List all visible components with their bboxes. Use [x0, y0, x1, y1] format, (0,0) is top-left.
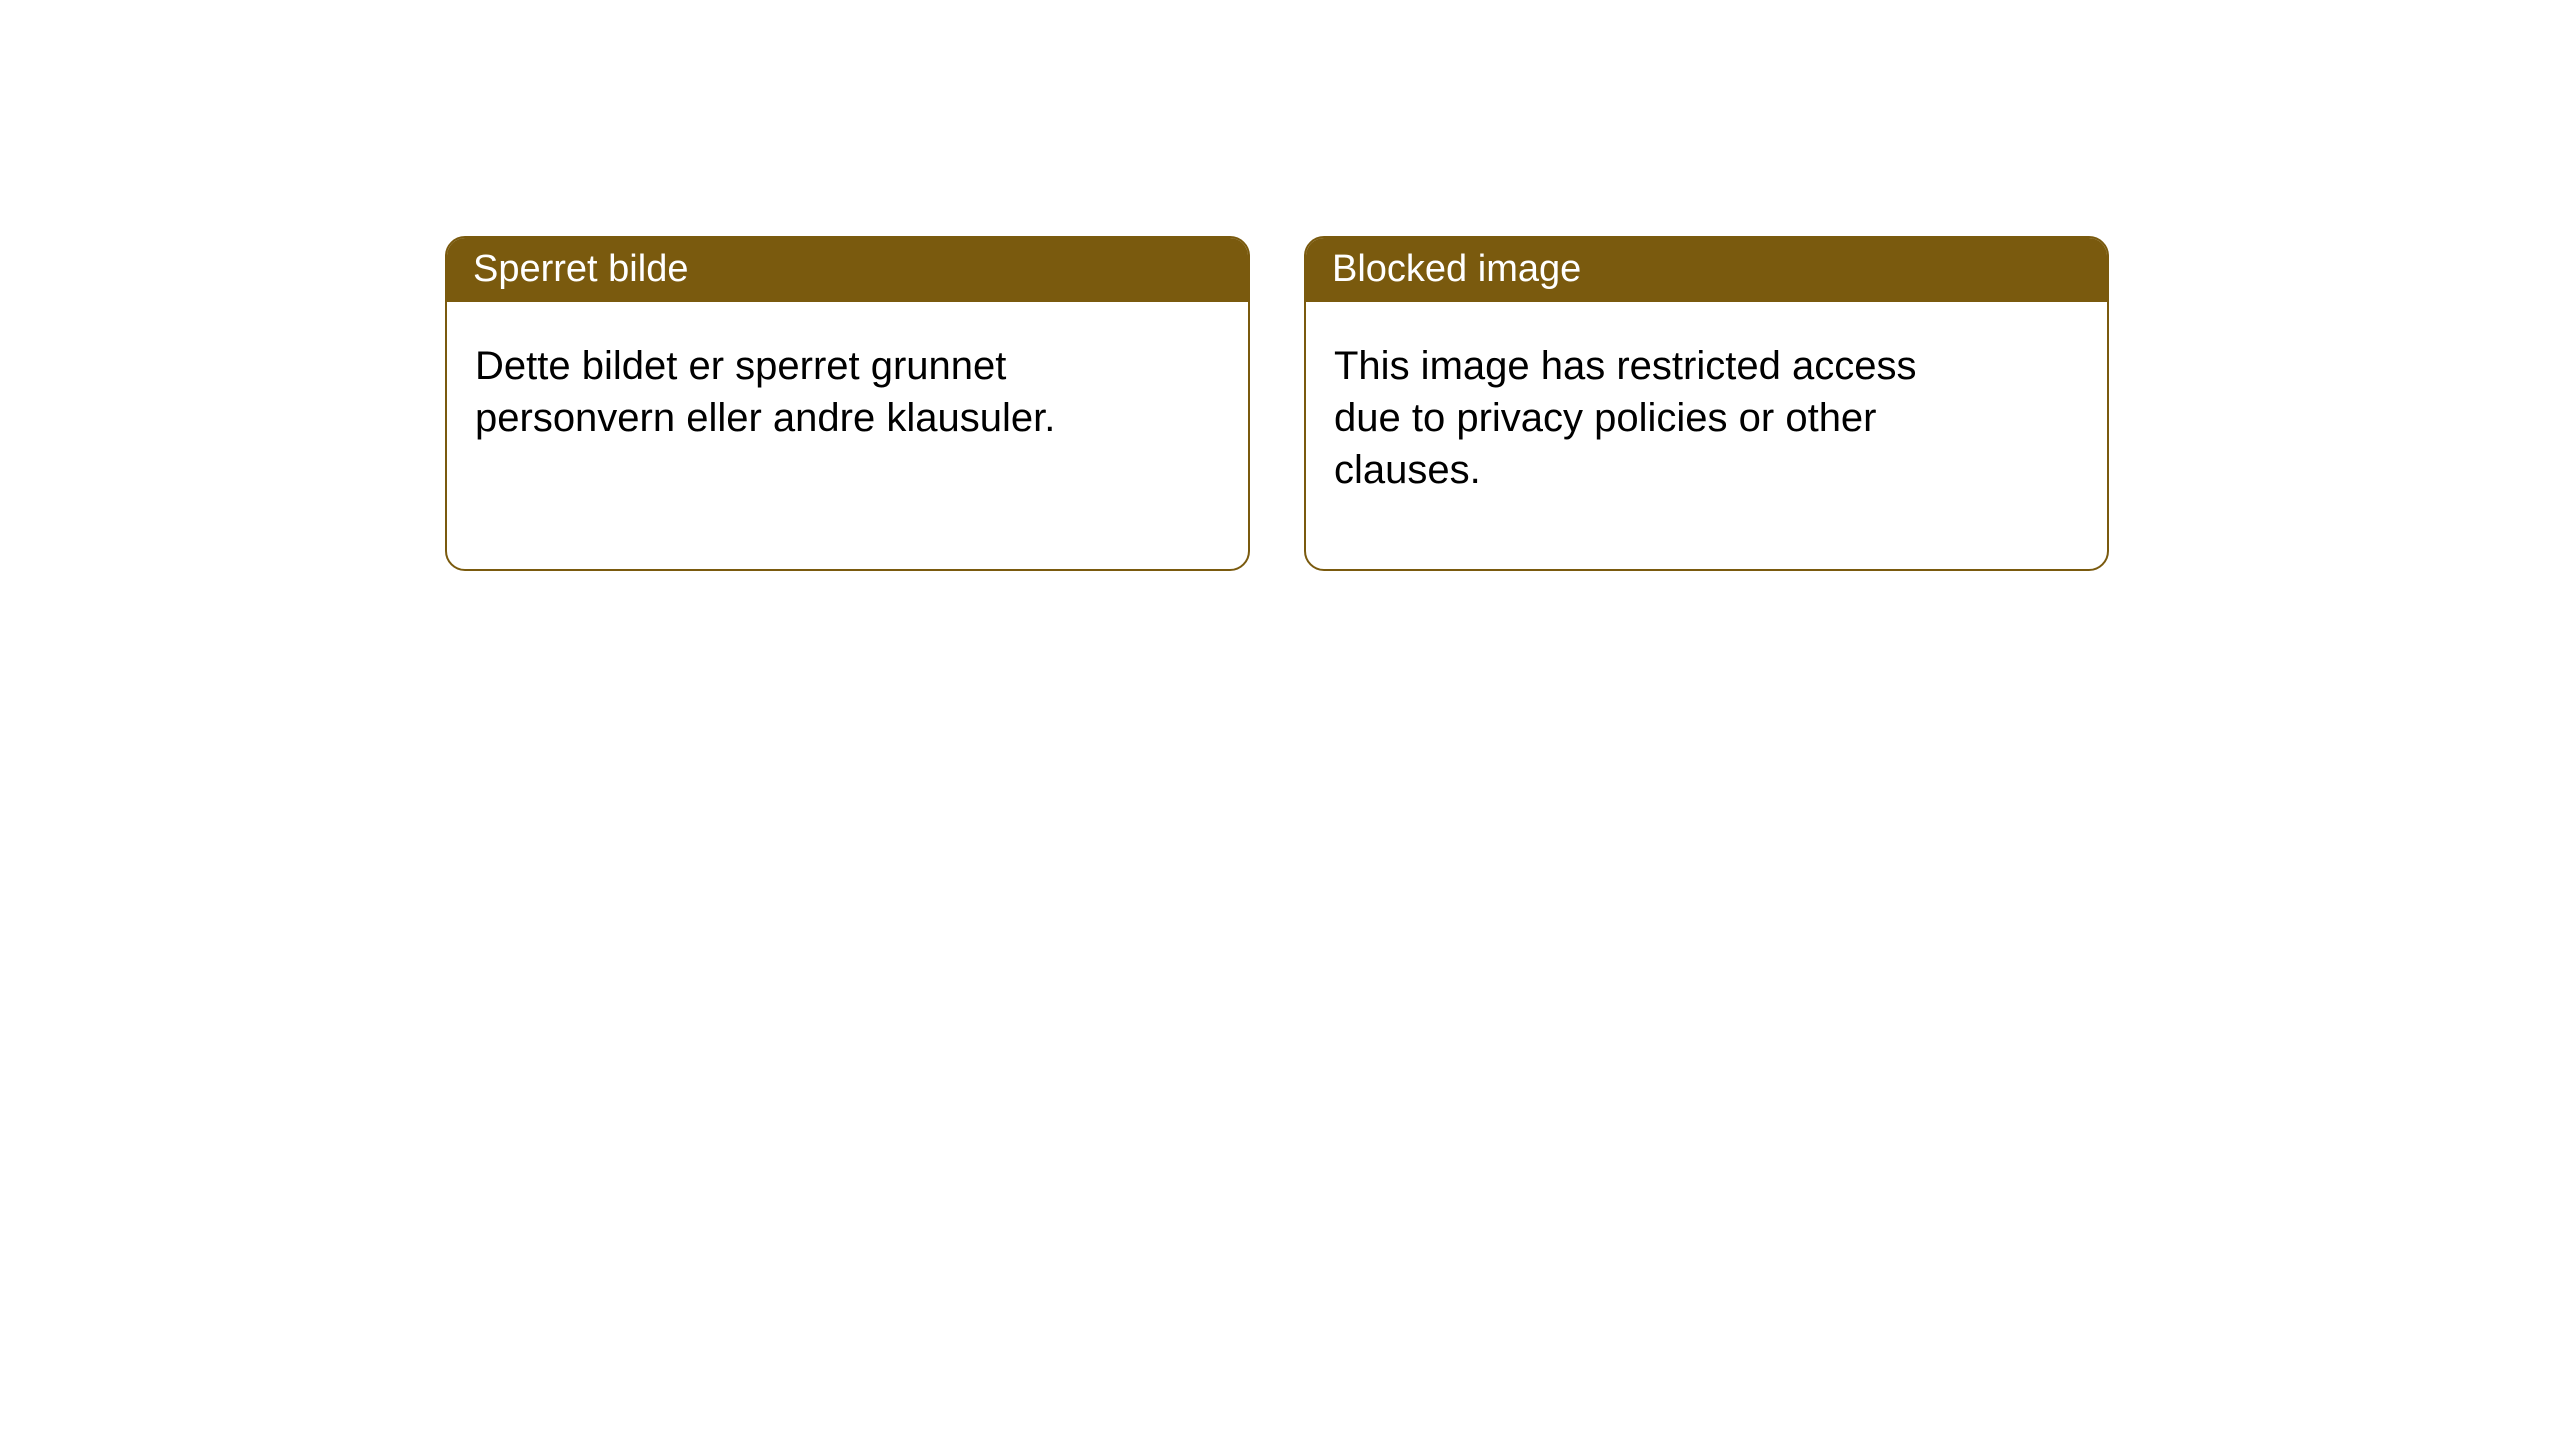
card-header-english: Blocked image [1306, 238, 2107, 302]
card-body-english: This image has restricted access due to … [1306, 302, 2107, 524]
card-header-norwegian: Sperret bilde [447, 238, 1248, 302]
card-norwegian: Sperret bilde Dette bildet er sperret gr… [445, 236, 1250, 571]
card-title: Sperret bilde [473, 248, 688, 290]
card-english: Blocked image This image has restricted … [1304, 236, 2109, 571]
card-body-norwegian: Dette bildet er sperret grunnet personve… [447, 302, 1248, 472]
card-title: Blocked image [1332, 248, 1581, 290]
card-text: This image has restricted access due to … [1334, 340, 1994, 496]
card-text: Dette bildet er sperret grunnet personve… [475, 340, 1135, 444]
card-container: Sperret bilde Dette bildet er sperret gr… [0, 0, 2560, 571]
